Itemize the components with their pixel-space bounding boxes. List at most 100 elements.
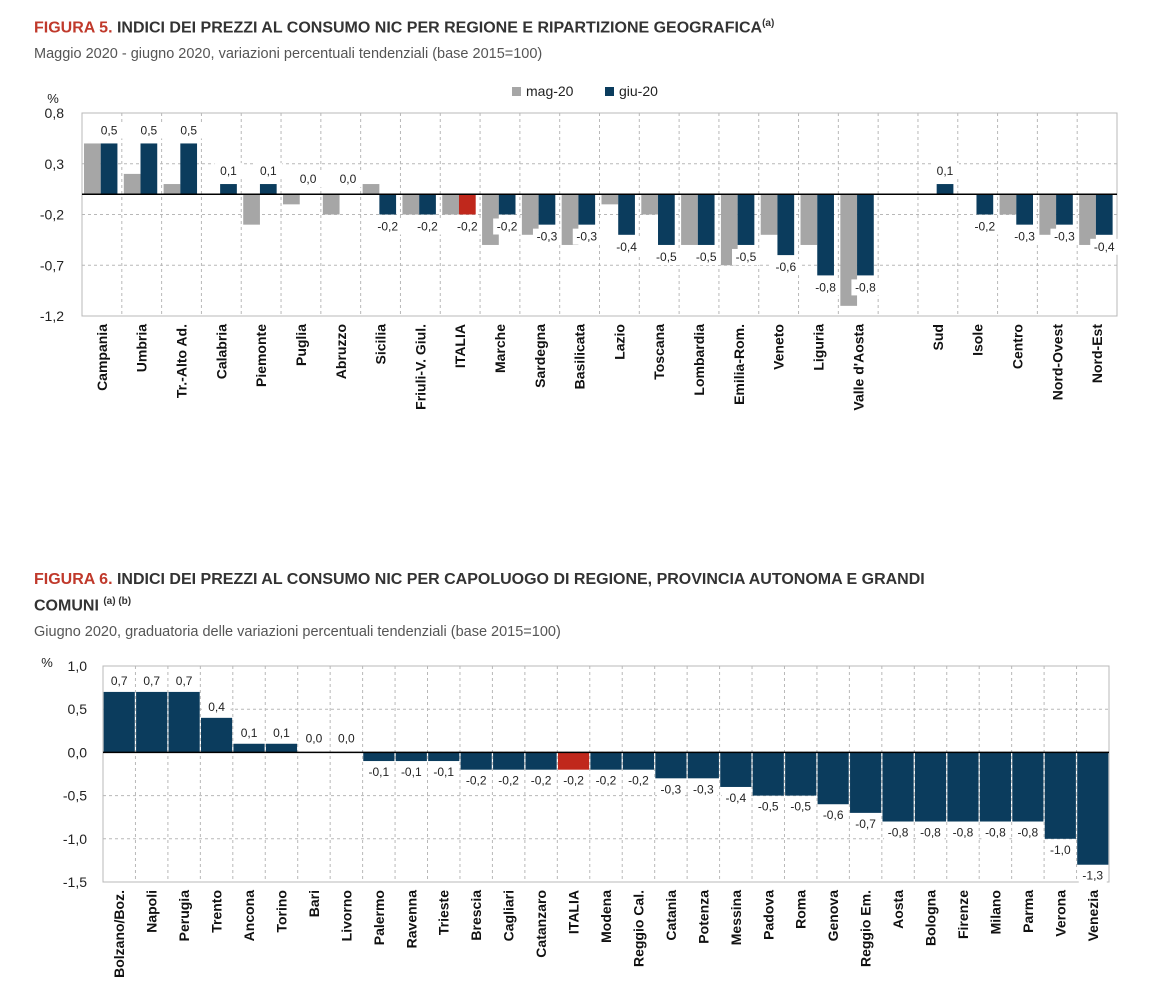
- figure5-title: FIGURA 5. INDICI DEI PREZZI AL CONSUMO N…: [34, 18, 774, 37]
- figure6-note: (a) (b): [103, 596, 132, 607]
- data-label: -0,8: [953, 826, 974, 840]
- bar-value: [914, 752, 947, 822]
- data-label: -0,1: [433, 765, 454, 779]
- data-label-bg: [299, 730, 328, 747]
- bar-mag20: [521, 194, 539, 235]
- x-tick-label: Toscana: [651, 324, 667, 380]
- y-tick-label: -1,5: [63, 874, 87, 890]
- data-label-bg: [884, 824, 913, 841]
- data-label: -0,8: [815, 280, 836, 294]
- figure6-title-line1: INDICI DEI PREZZI AL CONSUMO NIC PER CAP…: [112, 571, 925, 588]
- y-tick-label: -1,0: [63, 831, 87, 847]
- data-label-bg: [970, 218, 999, 235]
- data-label-bg: [494, 772, 523, 789]
- data-label: -1,3: [1082, 869, 1103, 883]
- bar-value: [265, 743, 298, 753]
- bar-mag20: [720, 194, 738, 266]
- bar-value: [720, 752, 752, 787]
- data-label: 0,5: [101, 123, 118, 137]
- data-label-bg: [254, 163, 283, 180]
- y-tick-label: 0,0: [68, 744, 88, 760]
- data-label: 0,1: [937, 164, 954, 178]
- x-tick-label: Catania: [663, 890, 679, 941]
- x-tick-label: Ravenna: [403, 890, 419, 949]
- y-tick-label: -0,2: [40, 207, 64, 223]
- bar-value: [979, 752, 1011, 822]
- bar-mag20: [1039, 194, 1057, 235]
- bar-giu20: [936, 184, 954, 195]
- data-label: -0,8: [985, 826, 1006, 840]
- bar-giu20: [419, 194, 436, 215]
- data-label-bg: [811, 279, 840, 296]
- data-label: -0,8: [855, 280, 876, 294]
- x-tick-label: Bolzano/Boz.: [111, 890, 127, 978]
- bar-mag20: [402, 194, 420, 215]
- data-label-bg: [592, 772, 620, 789]
- data-label: -0,2: [466, 774, 487, 788]
- data-label-bg: [624, 772, 653, 789]
- x-tick-label: ITALIA: [566, 890, 582, 934]
- x-tick-label: Messina: [728, 890, 744, 945]
- data-label-bg: [333, 171, 362, 188]
- bar-giu20: [220, 184, 237, 195]
- data-label-bg: [397, 764, 426, 781]
- legend-label-giu20: giu-20: [619, 83, 658, 99]
- data-label-bg: [294, 171, 323, 188]
- x-tick-label: Puglia: [293, 324, 309, 366]
- figure6-subtitle: Giugno 2020, graduatoria delle variazion…: [34, 624, 561, 640]
- bar-value: [1077, 752, 1109, 865]
- bar-value: [590, 752, 622, 770]
- y-unit-label: %: [41, 655, 53, 670]
- bar-value: [817, 752, 849, 805]
- data-label: 0,0: [338, 731, 355, 745]
- bar-mag20: [840, 194, 858, 306]
- bar-giu20: [140, 143, 158, 195]
- data-label: 0,5: [141, 123, 158, 137]
- bar-value: [233, 743, 265, 753]
- data-label: 0,0: [300, 172, 317, 186]
- bar-giu20: [618, 194, 635, 235]
- chart-figure5: 0,8 0,3 -0,2 -0,7 -1,2% 0,5 Campania 0,5 Umbria 0…: [40, 83, 1119, 411]
- bar-value: [168, 691, 200, 753]
- bar-giu20: [697, 194, 715, 245]
- data-label-bg: [532, 228, 561, 245]
- data-label-bg: [170, 672, 199, 689]
- bar-value: [1044, 752, 1076, 839]
- bar-mag20: [800, 194, 818, 245]
- bar-mag20: [760, 194, 778, 235]
- bar-mag20: [999, 194, 1017, 215]
- bar-mag20: [681, 194, 698, 245]
- data-label: -0,5: [790, 800, 811, 814]
- data-label-bg: [689, 781, 718, 798]
- data-label-bg: [527, 772, 556, 789]
- bar-giu20: [180, 143, 198, 195]
- x-tick-label: Valle d'Aosta: [850, 324, 866, 411]
- data-label-bg: [1046, 841, 1075, 858]
- data-label: -0,2: [377, 220, 398, 234]
- bar-value: [752, 752, 784, 796]
- data-label-bg: [373, 218, 402, 235]
- bar-value: [363, 752, 395, 762]
- data-label-bg: [754, 798, 783, 815]
- bar-mag20: [83, 143, 101, 195]
- x-tick-label: Lombardia: [691, 324, 707, 396]
- data-label-bg: [1078, 867, 1107, 884]
- bar-mag20: [1079, 194, 1096, 245]
- data-label: -0,4: [1094, 240, 1115, 254]
- data-label: -0,2: [974, 220, 995, 234]
- data-label: 0,1: [273, 726, 290, 740]
- data-label: -0,6: [823, 808, 844, 822]
- bar-giu20: [1056, 194, 1073, 225]
- data-label-bg: [174, 122, 203, 139]
- x-tick-label: Verona: [1052, 890, 1068, 937]
- data-label-bg: [413, 218, 442, 235]
- data-label: 0,0: [306, 731, 323, 745]
- figure5-note: (a): [762, 18, 775, 29]
- figure6-title-cont: COMUNI (a) (b): [34, 596, 131, 615]
- data-label-bg: [786, 798, 815, 815]
- data-label: -0,3: [1014, 230, 1035, 244]
- data-label-bg: [692, 248, 721, 265]
- plot-frame: [102, 665, 1110, 883]
- bar-giu20: [538, 194, 556, 225]
- figure6-title-line2: COMUNI: [34, 597, 104, 615]
